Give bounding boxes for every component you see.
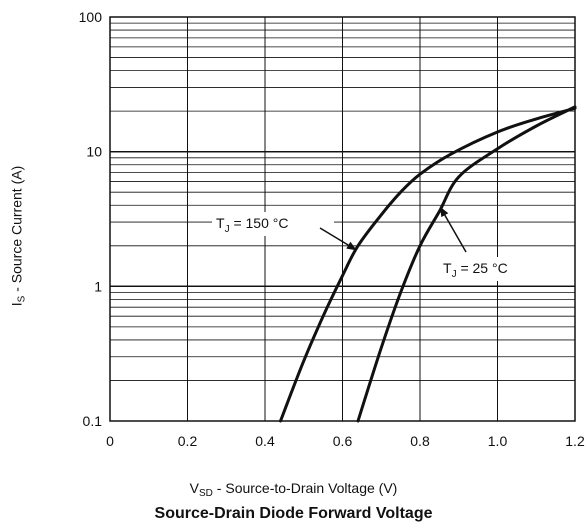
y-tick-label: 0.1 — [83, 413, 103, 429]
x-tick-label: 1.2 — [565, 433, 585, 449]
annotation-label-tj-25: TJ = 25 °C — [443, 260, 508, 280]
y-tick-label: 1 — [94, 278, 102, 294]
x-tick-label: 1.0 — [488, 433, 508, 449]
y-axis-title-sub: S — [16, 295, 28, 303]
series-layer — [279, 105, 577, 423]
y-tick-label: 100 — [79, 9, 103, 25]
x-axis-title: VSD - Source-to-Drain Voltage (V) — [0, 480, 587, 499]
y-axis-title: IS - Source Current (A) — [9, 166, 28, 307]
annotation-arrow — [319, 227, 357, 251]
tick-labels: 0 0.2 0.4 0.6 0.8 1.0 1.2 0.1 1 10 100 — [79, 9, 585, 449]
x-tick-label: 0.6 — [333, 433, 353, 449]
x-tick-label: 0 — [106, 433, 114, 449]
y-tick-label: 10 — [86, 144, 102, 160]
plot-area-frame — [109, 16, 576, 422]
annotations: TJ = 150 °C TJ = 25 °C — [212, 206, 531, 281]
chart-title: Source-Drain Diode Forward Voltage — [154, 505, 433, 522]
annotation-arrow — [439, 206, 467, 253]
series-line-tj-150 — [279, 106, 577, 423]
y-axis-title-rest: - Source Current (A) — [8, 165, 25, 296]
grid — [110, 17, 575, 421]
x-tick-label: 0.8 — [410, 433, 430, 449]
x-tick-label: 0.4 — [255, 433, 275, 449]
annotation-label-bg — [212, 212, 334, 236]
y-axis-title-main: I — [8, 302, 25, 307]
x-axis-title-main: V — [189, 480, 200, 496]
series-line-tj-25 — [356, 105, 577, 423]
x-axis-title-sub: SD — [199, 488, 213, 499]
x-tick-label: 0.2 — [178, 433, 198, 449]
x-axis-title-rest: - Source-to-Drain Voltage (V) — [212, 480, 398, 496]
annotation-label-bg — [439, 257, 531, 281]
annotation-label-tj-150: TJ = 150 °C — [216, 215, 288, 235]
